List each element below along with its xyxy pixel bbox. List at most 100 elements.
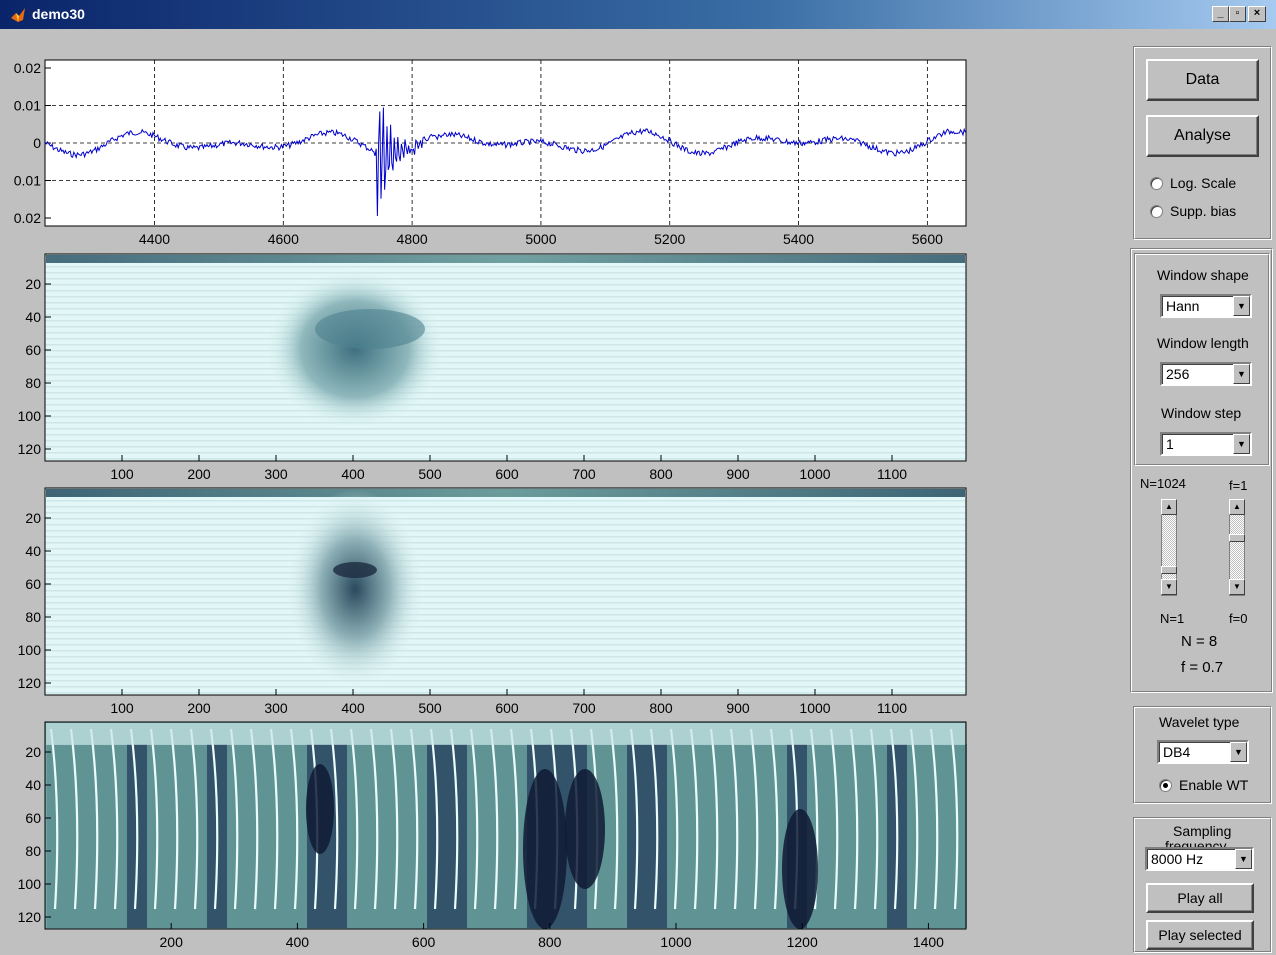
y-tick-label: 0.02 [14, 210, 41, 226]
spectrogram-2-area[interactable] [44, 487, 967, 696]
x-tick-label: 4800 [397, 231, 428, 247]
spectrogram-1[interactable]: 20 40 60 80 100 120 100 200 300 400 500 600 700 800 9… [18, 253, 967, 482]
data-button[interactable]: Data [1146, 59, 1259, 101]
analyse-button[interactable]: Analyse [1146, 115, 1259, 157]
chevron-down-icon[interactable]: ▼ [1233, 364, 1250, 384]
slider-down-arrow-icon[interactable]: ▼ [1229, 579, 1245, 595]
x-tick-label: 400 [341, 466, 365, 482]
wavelet-type-select[interactable]: DB4 ▼ [1157, 740, 1249, 764]
signal-plot[interactable]: 0.02 0.01 0 0.01 0.02 4400 4600 4800 5000 5200 54… [14, 59, 967, 247]
wavelet-ridge [89, 728, 99, 910]
window-shape-select[interactable]: Hann ▼ [1160, 294, 1252, 318]
wavelet-ridge [49, 728, 59, 910]
f-slider[interactable]: ▲ ▼ [1229, 499, 1245, 596]
enable-wt-label: Enable WT [1179, 777, 1249, 793]
x-tick-label: 800 [649, 700, 673, 716]
window-step-value: 1 [1166, 436, 1174, 452]
signal-x-ticks: 4400 4600 4800 5000 5200 5400 5600 [139, 231, 943, 247]
n-max-label: N=1024 [1140, 476, 1186, 491]
y-tick-label: 40 [25, 777, 41, 793]
y-tick-label: 40 [25, 309, 41, 325]
x-tick-label: 1000 [799, 466, 830, 482]
x-tick-label: 200 [187, 700, 211, 716]
close-button[interactable]: × [1248, 6, 1266, 22]
x-tick-label: 1200 [787, 934, 818, 950]
play-all-button[interactable]: Play all [1146, 883, 1254, 913]
f-slider-thumb[interactable] [1229, 534, 1245, 542]
window-shape-label: Window shape [1157, 267, 1249, 283]
y-tick-label: 20 [25, 276, 41, 292]
wavelet-energy-blob [565, 769, 605, 889]
chevron-down-icon[interactable]: ▼ [1233, 434, 1250, 454]
spectrogram-1-area[interactable] [44, 253, 967, 462]
log-scale-radio[interactable] [1150, 177, 1163, 190]
wavelet-ridge [209, 728, 219, 910]
chevron-down-icon[interactable]: ▼ [1233, 296, 1250, 316]
x-tick-label: 5400 [783, 231, 814, 247]
wavelet-ridge [689, 728, 699, 910]
wavelet-ridge [829, 728, 839, 910]
x-tick-label: 800 [538, 934, 562, 950]
plots-area: 0.02 0.01 0 0.01 0.02 4400 4600 4800 5000 5200 54… [14, 59, 967, 950]
x-tick-label: 100 [110, 466, 134, 482]
signal-plot-area[interactable] [44, 59, 967, 227]
minimize-button[interactable]: _ [1212, 6, 1229, 22]
supp-bias-radio[interactable] [1150, 205, 1163, 218]
wavelet-ridge [669, 728, 679, 910]
wavelet-energy-blob [782, 809, 818, 929]
wavelet-ridge [889, 728, 899, 910]
sampling-frequency-select[interactable]: 8000 Hz ▼ [1145, 847, 1254, 871]
window-panel [1130, 248, 1273, 693]
spec2-y-ticks: 20 40 60 80 100 120 [18, 510, 51, 691]
signal-trace [44, 107, 966, 217]
wavelet-ridge [489, 728, 499, 910]
wavelet-x-ticks: 200 400 600 800 1000 1200 1400 [160, 923, 944, 950]
data-panel [1133, 46, 1272, 240]
n-slider-thumb[interactable] [1161, 566, 1177, 574]
maximize-button[interactable]: ▫ [1229, 6, 1246, 22]
spec1-x-ticks: 100 200 300 400 500 600 700 800 900 1000 1100 [110, 455, 907, 482]
slider-down-arrow-icon[interactable]: ▼ [1161, 579, 1177, 595]
spec1-energy-blob [265, 269, 445, 429]
slider-up-arrow-icon[interactable]: ▲ [1229, 499, 1245, 515]
wavelet-ridge [129, 728, 139, 910]
x-tick-label: 900 [726, 700, 750, 716]
slider-up-arrow-icon[interactable]: ▲ [1161, 499, 1177, 515]
spec1-y-ticks: 20 40 60 80 100 120 [18, 276, 51, 457]
window-shape-value: Hann [1166, 298, 1200, 314]
x-tick-label: 1000 [660, 934, 691, 950]
wavelet-ridge [289, 728, 299, 910]
x-tick-label: 900 [726, 466, 750, 482]
x-tick-label: 500 [418, 700, 442, 716]
play-selected-button[interactable]: Play selected [1146, 920, 1254, 950]
y-tick-label: 120 [18, 441, 42, 457]
y-tick-label: 100 [18, 408, 42, 424]
window-length-select[interactable]: 256 ▼ [1160, 362, 1252, 386]
sampling-label: Sampling [1173, 823, 1232, 839]
chevron-down-icon[interactable]: ▼ [1235, 849, 1252, 869]
playback-panel [1133, 817, 1272, 953]
y-tick-label: 120 [18, 909, 42, 925]
x-tick-label: 5000 [525, 231, 556, 247]
wavelet-ridge [869, 728, 879, 910]
spectrogram-2[interactable]: 20 40 60 80 100 120 100 200 300 400 500 600 700 800 9… [18, 487, 967, 716]
wavelet-plot[interactable]: 20 40 60 80 100 120 200 400 600 800 1000 1200 1400 [18, 721, 967, 950]
y-tick-label: 80 [25, 843, 41, 859]
wavelet-type-label: Wavelet type [1159, 714, 1240, 730]
x-tick-label: 4600 [268, 231, 299, 247]
wavelet-panel [1133, 706, 1272, 804]
wavelet-energy-blob [306, 764, 334, 854]
y-tick-label: 80 [25, 375, 41, 391]
y-tick-label: 20 [25, 744, 41, 760]
wavelet-ridge [409, 728, 419, 910]
n-value: N = 8 [1181, 633, 1218, 650]
wavelet-pattern [46, 723, 967, 929]
window-step-select[interactable]: 1 ▼ [1160, 432, 1252, 456]
wavelet-ridge [269, 728, 279, 910]
chevron-down-icon[interactable]: ▼ [1230, 742, 1247, 762]
wavelet-ridge [369, 728, 379, 910]
n-slider[interactable]: ▲ ▼ [1161, 499, 1177, 596]
spec1-top-band [46, 255, 965, 263]
spec2-energy-core [333, 562, 377, 578]
enable-wt-radio[interactable] [1159, 779, 1172, 792]
